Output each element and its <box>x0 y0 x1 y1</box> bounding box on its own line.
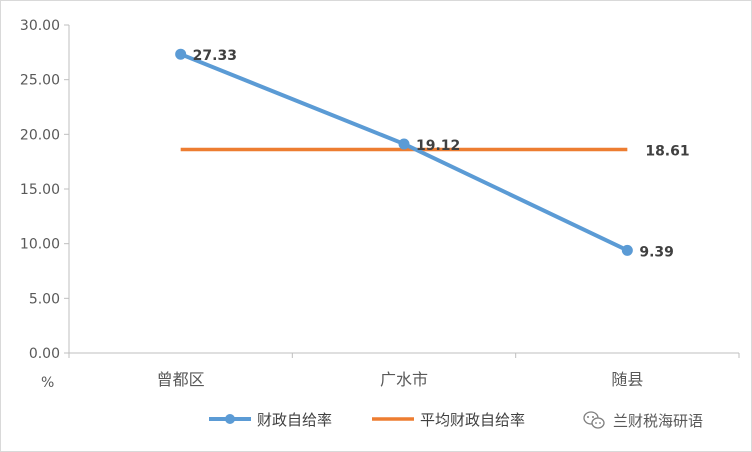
legend-label: 平均财政自给率 <box>420 411 525 429</box>
x-category-label: 随县 <box>611 370 643 389</box>
y-tick-label: 10.00 <box>20 237 60 253</box>
legend-marker <box>225 414 235 424</box>
data-point <box>398 138 410 150</box>
data-label: 19.12 <box>416 138 460 154</box>
axes: 0.00 5.00 10.00 15.00 20.00 25.00 30.00 曾都区 广水市… <box>20 18 740 391</box>
data-point <box>175 48 187 60</box>
watermark-text: 兰财税海研语 <box>613 412 703 430</box>
y-axis-unit-label: % <box>41 375 54 391</box>
legend-item-average: 平均财政自给率 <box>372 411 525 429</box>
x-category-label: 广水市 <box>380 370 428 389</box>
series-average-fiscal-self-sufficiency: 18.61 <box>180 144 690 160</box>
y-tick-label: 20.00 <box>20 127 60 143</box>
series-line <box>179 52 629 253</box>
data-label: 9.39 <box>639 244 674 260</box>
legend-item-fiscal-self-sufficiency: 财政自给率 <box>209 411 332 429</box>
series-layer: 18.61 27.33 19.12 9.39 <box>175 48 690 260</box>
y-tick-label: 0.00 <box>29 346 60 362</box>
watermark: 兰财税海研语 <box>583 411 703 430</box>
series-fiscal-self-sufficiency: 27.33 19.12 9.39 <box>175 48 674 260</box>
data-label: 18.61 <box>645 144 689 160</box>
y-axis-ticks: 0.00 5.00 10.00 15.00 20.00 25.00 30.00 <box>20 18 69 362</box>
wechat-icon <box>583 411 605 429</box>
data-point <box>621 244 633 256</box>
data-label: 27.33 <box>193 48 237 64</box>
legend: 财政自给率 平均财政自给率 <box>209 411 525 429</box>
y-tick-label: 5.00 <box>29 291 60 307</box>
legend-label: 财政自给率 <box>257 411 332 429</box>
y-tick-label: 30.00 <box>20 18 60 34</box>
x-axis-ticks: 曾都区 广水市 随县 <box>68 353 740 389</box>
x-category-label: 曾都区 <box>157 370 205 389</box>
y-tick-label: 15.00 <box>20 182 60 198</box>
y-tick-label: 25.00 <box>20 73 60 89</box>
